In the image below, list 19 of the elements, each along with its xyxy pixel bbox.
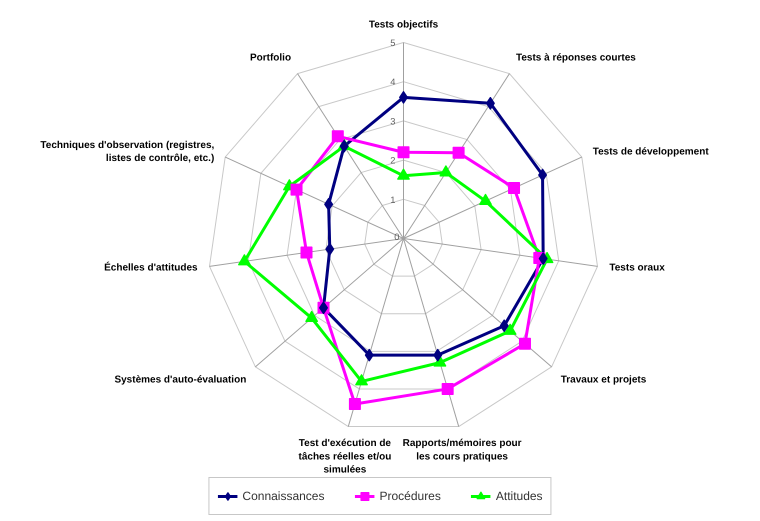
spoke-label: Tests à réponses courtes	[516, 52, 636, 64]
y-tick-label: 3	[390, 116, 396, 126]
legend-label: Procédures	[379, 489, 441, 503]
spoke-label: Rapports/mémoires pour les cours pratiques	[402, 438, 522, 462]
y-tick-label: 5	[390, 38, 396, 48]
spoke-label: Tests de développement	[592, 146, 710, 158]
y-tick-label: 2	[390, 156, 396, 166]
spoke-label: Portfolio	[250, 52, 292, 64]
spoke-label: Tests oraux	[609, 262, 666, 274]
spoke-label: Échelles d'attitudes	[104, 262, 198, 274]
legend-label: Attitudes	[496, 489, 543, 503]
spoke-label: Test d'exécution de tâches réelles et/ou simulées	[298, 438, 392, 476]
spoke-label: Travaux et projets	[560, 374, 647, 386]
y-tick-label: 4	[390, 77, 396, 88]
spoke-label: Systèmes d'auto-évaluation	[114, 374, 246, 386]
y-tick-label: 1	[390, 194, 396, 205]
spoke-label: Techniques d'observation (registres, listes de contrôle, etc.)	[40, 140, 215, 164]
legend-label: Connaissances	[242, 489, 324, 503]
spoke-label: Tests objectifs	[368, 20, 439, 30]
